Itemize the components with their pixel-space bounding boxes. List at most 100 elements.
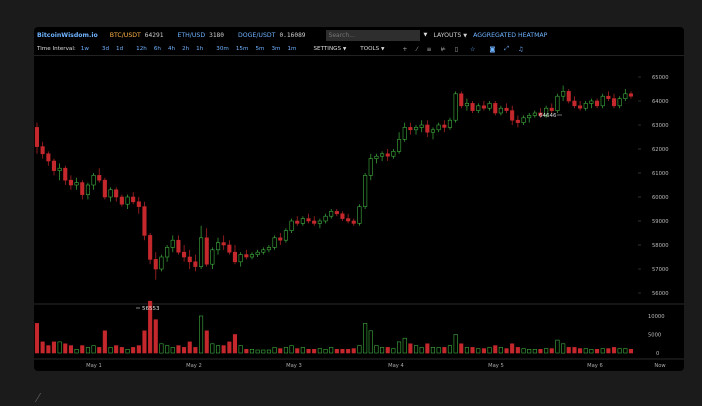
candle-body[interactable] [51, 160, 57, 171]
candle-body[interactable] [272, 237, 277, 248]
candle-body[interactable] [221, 242, 226, 246]
candle-body[interactable] [487, 103, 492, 109]
interval-3d[interactable]: 3d [101, 46, 110, 52]
candle-body[interactable] [594, 100, 600, 107]
search-input[interactable] [325, 29, 420, 41]
ticker-doge[interactable]: DOGE/USDT 0.16089 [238, 32, 306, 39]
candle-body[interactable] [68, 179, 74, 186]
candle-body[interactable] [74, 182, 79, 186]
candle-body[interactable] [379, 153, 385, 157]
logo[interactable]: BitcoinWisdom.io [37, 31, 98, 39]
candle-body[interactable] [498, 107, 503, 114]
interval-12h[interactable]: 12h [136, 46, 147, 52]
candle-body[interactable] [170, 239, 175, 248]
interval-2h[interactable]: 2h [182, 46, 190, 52]
candle-body[interactable] [572, 100, 577, 107]
candle-body[interactable] [148, 235, 153, 260]
candle-body[interactable] [300, 218, 305, 224]
interval-4h[interactable]: 4h [167, 46, 176, 52]
candle-body[interactable] [464, 103, 470, 107]
interval-30m[interactable]: 30m [216, 46, 229, 52]
candle-body[interactable] [131, 196, 136, 203]
candle-body[interactable] [136, 201, 141, 207]
candle-body[interactable] [521, 117, 526, 123]
candle-body[interactable] [187, 256, 192, 263]
candle-body[interactable] [583, 103, 588, 109]
candle-body[interactable] [199, 237, 204, 267]
candle-body[interactable] [80, 182, 85, 195]
candle-body[interactable] [46, 153, 51, 162]
candle-body[interactable] [125, 196, 130, 205]
candle-body[interactable] [566, 91, 571, 102]
settings-menu[interactable]: SETTINGS ▼ [313, 46, 346, 52]
candle-body[interactable] [515, 119, 520, 123]
candle-body[interactable] [623, 93, 628, 99]
fib-icon[interactable]: ⊭ [440, 45, 446, 53]
layouts-menu[interactable]: LAYOUTS ▼ [433, 32, 467, 39]
candle-body[interactable] [385, 153, 390, 157]
candle-body[interactable] [481, 105, 487, 109]
candle-body[interactable] [527, 115, 532, 119]
candle-body[interactable] [402, 127, 407, 140]
candle-body[interactable] [555, 95, 560, 111]
candle-body[interactable] [459, 93, 464, 107]
market-dropdown-caret-icon[interactable]: ▼ [423, 32, 428, 38]
candle-body[interactable] [396, 139, 402, 152]
candle-body[interactable] [611, 98, 617, 107]
candle-body[interactable] [159, 256, 164, 270]
candle-body[interactable] [266, 247, 271, 251]
interval-15m[interactable]: 15m [235, 46, 249, 52]
candle-body[interactable] [283, 230, 288, 241]
interval-1m[interactable]: 1m [287, 46, 297, 52]
candle-body[interactable] [391, 151, 396, 157]
candle-body[interactable] [85, 184, 91, 195]
candle-body[interactable] [340, 213, 345, 219]
candle-body[interactable] [436, 124, 441, 131]
candle-body[interactable] [278, 237, 283, 241]
trash-icon[interactable]: ▯ [454, 45, 459, 53]
candle-body[interactable] [538, 112, 543, 116]
candle-body[interactable] [57, 167, 62, 171]
candle-body[interactable] [357, 206, 362, 224]
candle-body[interactable] [374, 155, 379, 159]
candle-body[interactable] [363, 175, 368, 207]
candle-body[interactable] [40, 146, 45, 155]
ticker-eth[interactable]: ETH/USD 3180 [177, 32, 224, 39]
interval-1d[interactable]: 1d [116, 46, 124, 52]
candle-body[interactable] [368, 158, 373, 176]
candle-body[interactable] [442, 124, 447, 128]
candle-body[interactable] [317, 220, 322, 224]
candle-body[interactable] [216, 242, 221, 251]
candle-body[interactable] [119, 196, 124, 205]
candle-body[interactable] [238, 254, 243, 263]
candle-body[interactable] [346, 218, 351, 222]
candle-body[interactable] [255, 251, 260, 255]
candle-body[interactable] [430, 129, 436, 133]
ticker-btc[interactable]: BTC/USDT 64291 [110, 32, 164, 39]
candle-body[interactable] [413, 127, 419, 131]
candle-body[interactable] [589, 100, 594, 104]
bell-icon[interactable]: ♫ [518, 45, 524, 53]
candle-body[interactable] [289, 220, 294, 231]
price-chart[interactable]: 56000 57000 58000 59000 60000 61000 62000 63000… [34, 56, 684, 371]
candle-body[interactable] [91, 175, 96, 186]
candle-body[interactable] [306, 218, 311, 222]
candle-body[interactable] [493, 103, 498, 114]
candle-body[interactable] [617, 98, 622, 107]
candle-body[interactable] [351, 220, 356, 224]
interval-1w[interactable]: 1w [80, 46, 89, 52]
interval-1h[interactable]: 1h [196, 46, 204, 52]
aggregated-heatmap-link[interactable]: AGGREGATED HEATMAP [473, 31, 548, 39]
horizontal-lines-icon[interactable]: ≡ [426, 45, 432, 53]
candle-body[interactable] [295, 220, 300, 224]
candle-body[interactable] [425, 124, 430, 133]
candle-body[interactable] [142, 206, 147, 236]
candle-body[interactable] [476, 105, 481, 111]
candle-body[interactable] [323, 215, 328, 222]
candle-body[interactable] [532, 112, 537, 116]
candle-body[interactable] [153, 259, 158, 270]
candle-body[interactable] [165, 247, 170, 258]
candle-body[interactable] [249, 254, 254, 258]
tools-menu[interactable]: TOOLS ▼ [360, 46, 384, 52]
candle-body[interactable] [102, 179, 107, 198]
